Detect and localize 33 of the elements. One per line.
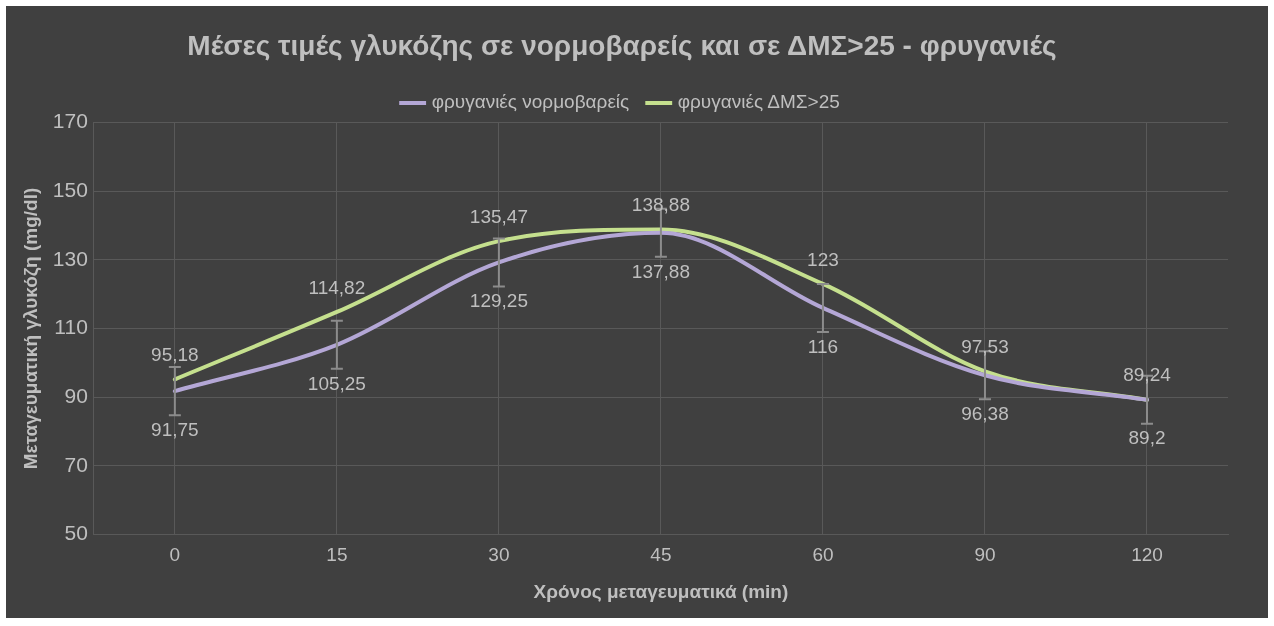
data-label: 114,82 [308,276,366,298]
data-label: 129,25 [469,290,528,312]
x-tick-label: 120 [1131,544,1163,566]
y-tick-label: 90 [64,383,88,407]
y-tick-label: 170 [52,109,88,133]
x-axis-title: Χρόνος μεταγευματικά (min) [533,580,789,602]
data-label: 105,25 [307,372,366,394]
y-tick-label: 50 [64,521,88,545]
x-tick-label: 60 [812,544,834,566]
data-label: 116 [807,335,839,357]
data-label: 97,53 [961,336,1009,358]
x-tick-label: 15 [326,544,348,566]
data-label: 137,88 [631,260,690,282]
data-label: 138,88 [631,194,690,216]
data-label: 135,47 [469,205,528,227]
x-tick-label: 45 [650,544,672,566]
y-tick-label: 110 [54,315,88,339]
legend-label: φρυγανιές ΔΜΣ>25 [677,91,840,113]
y-tick-label: 70 [64,452,88,476]
data-label: 123 [807,248,839,270]
y-tick-label: 150 [52,178,88,202]
x-tick-label: 90 [974,544,996,566]
data-label: 95,18 [151,344,199,366]
chart-title: Μέσες τιμές γλυκόζης σε νορμοβαρείς και σε ΔΜΣ>25 - φρυγανιές [187,29,1057,61]
y-axis-title: Μεταγευματική γλυκόζη (mg/dl) [19,187,42,470]
data-label: 91,75 [151,418,199,440]
x-tick-label: 0 [169,544,181,566]
data-label: 96,38 [961,403,1009,424]
y-tick-label: 130 [52,246,88,270]
data-label: 89,2 [1128,427,1166,449]
data-label: 89,24 [1123,364,1172,386]
legend-label: φρυγανιές νορμοβαρείς [431,91,630,113]
x-tick-label: 30 [488,544,510,566]
